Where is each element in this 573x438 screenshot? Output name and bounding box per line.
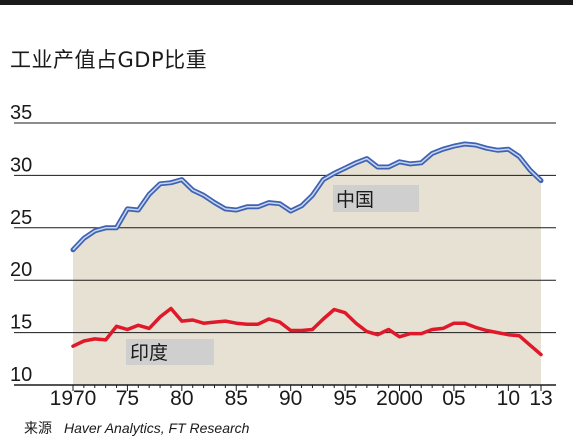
- y-tick-label-10: 10: [10, 364, 32, 386]
- top-rule: [0, 0, 573, 5]
- chart-title: 工业产值占GDP比重: [10, 48, 208, 72]
- china-area-fill: [73, 144, 541, 385]
- india-label-bg: [126, 339, 214, 365]
- x-tick-label-05: 05: [442, 387, 465, 410]
- grid-layer: [14, 122, 556, 386]
- area-layer: [73, 144, 541, 385]
- series-layer: [70, 141, 544, 357]
- series-line-india: [71, 306, 543, 357]
- chart: 10 15 20 25 30 35 1970 75 80 85 90 95 2000 05 10 13 中国…: [10, 102, 556, 410]
- y-tick-label-35: 35: [10, 102, 32, 124]
- x-tick-labels: 1970 75 80 85 90 95 2000 05 10 13: [50, 385, 553, 410]
- series-label-india: 印度: [130, 342, 168, 364]
- x-tick-label-90: 90: [279, 387, 302, 410]
- y-tick-labels: 10 15 20 25 30 35: [10, 102, 32, 386]
- x-tick-label-85: 85: [225, 387, 248, 410]
- china-label-bg: [333, 185, 419, 212]
- y-tick-label-20: 20: [10, 259, 32, 281]
- y-tick-label-15: 15: [10, 312, 32, 334]
- x-tick-label-75: 75: [116, 387, 139, 410]
- x-tick-label-95: 95: [333, 387, 356, 410]
- x-tick-label-1970: 1970: [50, 387, 97, 410]
- source-text: Haver Analytics, FT Research: [64, 420, 250, 436]
- x-tick-label-10: 10: [497, 387, 520, 410]
- x-tick-label-13: 13: [529, 387, 552, 410]
- source-note: 来源 Haver Analytics, FT Research: [24, 418, 249, 438]
- x-tick-label-2000: 2000: [376, 387, 423, 410]
- x-tick-label-80: 80: [170, 387, 193, 410]
- source-label: 来源: [24, 421, 52, 437]
- y-tick-label-30: 30: [10, 154, 32, 176]
- series-label-china: 中国: [336, 189, 374, 211]
- y-tick-label-25: 25: [10, 207, 32, 229]
- series-line-china-highlight: [72, 143, 542, 251]
